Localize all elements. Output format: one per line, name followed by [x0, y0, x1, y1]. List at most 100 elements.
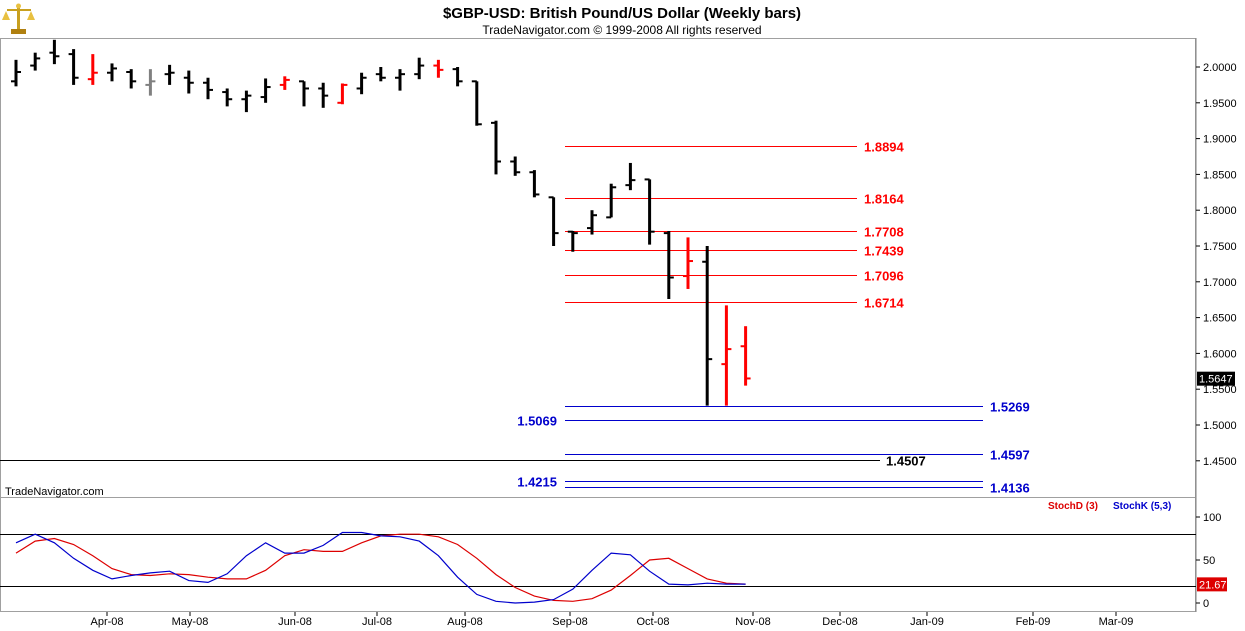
ohlc-bar — [260, 78, 271, 103]
x-tick-label: Dec-08 — [822, 616, 857, 628]
price-y-tick-label: 1.6500 — [1203, 313, 1237, 325]
ohlc-bar — [87, 54, 98, 85]
price-y-tick-label: 1.6000 — [1203, 348, 1237, 360]
stoch-y-axis: 100 50 0 — [1196, 512, 1221, 610]
x-tick-label: Jan-09 — [910, 616, 944, 628]
stoch-last-label: 21.67 — [1199, 579, 1227, 591]
ohlc-bar — [740, 326, 751, 386]
stoch-last-box — [1197, 577, 1227, 592]
price-y-tick-label: 1.9000 — [1203, 134, 1237, 146]
x-axis: Apr-08 May-08 Jun-08 Jul-08 Aug-08 Sep-08 Oct-… — [90, 612, 1133, 628]
fib-label: 1.8164 — [864, 192, 905, 207]
price-y-tick-label: 1.4500 — [1203, 456, 1237, 468]
ohlc-bar — [529, 170, 540, 198]
support-line: 1.4507 — [0, 454, 926, 469]
fib-label: 1.8894 — [864, 140, 905, 155]
ohlc-bar — [222, 88, 233, 107]
fib-label: 1.6714 — [864, 296, 905, 311]
last-price-marker: 1.5647 — [1197, 371, 1235, 386]
ohlc-bar — [702, 246, 713, 406]
ohlc-bar — [107, 63, 117, 82]
x-tick-label: May-08 — [172, 616, 209, 628]
x-tick-label: Aug-08 — [447, 616, 482, 628]
x-tick-label: Jul-08 — [362, 616, 392, 628]
stoch-y-tick-label: 100 — [1203, 512, 1221, 524]
ohlc-bar — [299, 80, 309, 107]
ohlc-bar — [721, 305, 732, 406]
stoch-legend-k: StochK (5,3) — [1113, 501, 1171, 512]
ohlc-bar — [567, 230, 578, 252]
chart-title: $GBP-USD: British Pound/US Dollar (Weekl… — [443, 5, 801, 22]
ohlc-bar — [644, 178, 655, 245]
ohlc-bar — [356, 72, 367, 95]
ohlc-bar — [30, 52, 41, 71]
fib-label: 1.4215 — [517, 475, 557, 490]
ohlc-bar — [337, 83, 348, 105]
ohlc-bar — [414, 57, 425, 80]
price-y-tick-label: 1.9500 — [1203, 98, 1237, 110]
ohlc-bar — [683, 237, 693, 289]
chart-subtitle: TradeNavigator.com © 1999-2008 All right… — [482, 23, 761, 37]
x-tick-label: Sep-08 — [552, 616, 587, 628]
x-tick-label: Mar-09 — [1099, 616, 1134, 628]
fib-label: 1.5069 — [517, 414, 557, 429]
ohlc-bar — [318, 82, 329, 108]
last-price-label: 1.5647 — [1199, 374, 1233, 386]
stoch-series-line — [15, 531, 746, 604]
stoch-legend-d: StochD (3) — [1048, 501, 1098, 512]
fib-label: 1.4136 — [990, 481, 1030, 496]
ohlc-bar — [625, 162, 636, 191]
price-y-axis: 2.0000 1.9500 1.9000 1.8500 1.8000 1.7500 1.70… — [1196, 62, 1237, 468]
stoch-lines — [15, 531, 746, 604]
watermark: TradeNavigator.com — [5, 486, 104, 498]
support-line-label: 1.4507 — [886, 454, 926, 469]
x-tick-label: Jun-08 — [278, 616, 312, 628]
price-y-tick-label: 1.5000 — [1203, 420, 1237, 432]
ohlc-bar — [375, 67, 386, 82]
price-bars — [11, 39, 751, 406]
x-tick-label: Feb-09 — [1016, 616, 1051, 628]
stoch-last-marker: 21.67 — [1197, 577, 1227, 592]
ohlc-bar — [433, 59, 444, 78]
ohlc-bar — [548, 196, 559, 246]
ohlc-bar — [49, 39, 60, 65]
stoch-y-tick-label: 50 — [1203, 555, 1215, 567]
fib-label: 1.4597 — [990, 448, 1030, 463]
x-tick-label: Oct-08 — [636, 616, 669, 628]
ohlc-bar — [241, 90, 252, 113]
ohlc-bar — [145, 69, 156, 96]
x-tick-label: Apr-08 — [90, 616, 123, 628]
ohlc-bar — [183, 70, 194, 94]
fib-label: 1.7439 — [864, 244, 904, 259]
last-price-box — [1197, 371, 1235, 386]
price-y-tick-label: 1.8000 — [1203, 205, 1237, 217]
ohlc-bar — [452, 67, 463, 87]
fib-label: 1.7096 — [864, 269, 904, 284]
price-y-tick-label: 1.5500 — [1203, 384, 1237, 396]
fib-levels: 1.8894 1.8164 1.7708 1.7439 1.7096 1.6714 1.52… — [517, 140, 1030, 496]
price-y-tick-label: 1.7000 — [1203, 277, 1237, 289]
ohlc-bar — [663, 230, 674, 299]
ohlc-bar — [68, 49, 79, 85]
price-y-tick-label: 1.8500 — [1203, 169, 1237, 181]
price-y-tick-label: 2.0000 — [1203, 62, 1237, 74]
ohlc-bar — [126, 69, 137, 89]
x-tick-label: Nov-08 — [735, 616, 770, 628]
ohlc-bar — [587, 210, 597, 235]
price-y-tick-label: 1.7500 — [1203, 241, 1237, 253]
ohlc-bar — [279, 76, 290, 90]
ohlc-bar — [164, 64, 175, 85]
ohlc-bar — [471, 80, 482, 126]
fib-label: 1.7708 — [864, 225, 904, 240]
ohlc-bar — [395, 69, 405, 91]
ohlc-bar — [203, 77, 213, 100]
stoch-reference-lines — [0, 534, 1196, 587]
ohlc-bar — [491, 120, 501, 175]
ohlc-bar — [11, 59, 21, 87]
scales-logo-icon — [2, 3, 35, 34]
ohlc-bar — [510, 156, 521, 176]
ohlc-bar — [606, 183, 617, 219]
fib-label: 1.5269 — [990, 400, 1030, 415]
